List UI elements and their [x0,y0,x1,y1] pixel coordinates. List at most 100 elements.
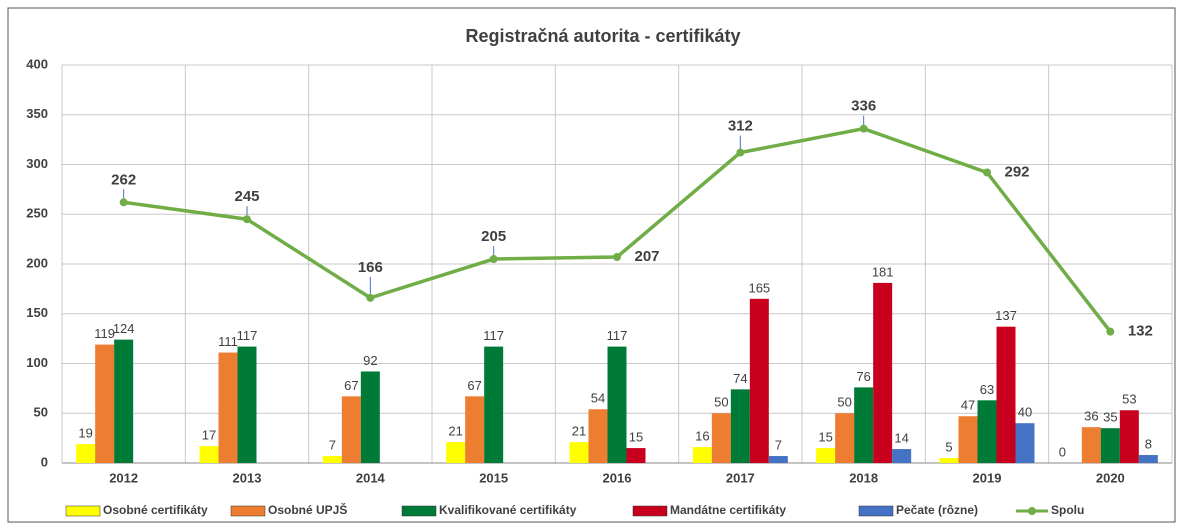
bar [854,387,874,463]
bar [873,282,893,463]
y-tick-label: 50 [34,405,48,420]
bar [1100,428,1120,463]
bar [996,326,1016,463]
x-tick-label: 2017 [726,470,755,485]
x-tick-label: 2016 [603,470,632,485]
bar [569,442,589,463]
data-label: 76 [856,369,870,384]
bar [114,339,134,463]
x-tick-label: 2020 [1096,470,1125,485]
y-tick-label: 0 [41,454,48,469]
legend-label: Spolu [1051,503,1084,517]
line-point [119,198,128,207]
y-tick-label: 200 [26,255,48,270]
y-tick-label: 150 [26,305,48,320]
bar [199,446,219,463]
data-label: 312 [728,118,753,135]
legend-swatch [230,505,266,517]
legend-swatch-dot [1028,507,1036,515]
y-tick-label: 350 [26,106,48,121]
data-label: 205 [481,228,506,245]
data-label: 262 [111,171,136,188]
line-point [1106,327,1115,336]
y-tick-label: 100 [26,355,48,370]
data-label: 207 [634,248,659,265]
data-label: 117 [607,328,628,343]
data-label: 292 [1004,163,1029,180]
x-tick-label: 2018 [849,470,878,485]
data-label: 119 [94,326,115,341]
bar [892,449,912,463]
line-point [366,293,375,302]
bar [465,396,485,463]
line-point [489,255,498,264]
legend-label: Osobné certifikáty [103,503,208,517]
bar [446,442,466,463]
bar [1138,455,1158,463]
bar [95,344,115,463]
legend-label: Kvalifikované certifikáty [439,503,577,517]
legend-swatch [632,505,668,517]
data-label: 67 [344,378,358,393]
bar [360,371,380,463]
bar [484,346,504,463]
data-label: 47 [961,398,975,413]
data-label: 132 [1128,323,1153,340]
data-label: 53 [1122,392,1136,407]
data-label: 111 [218,334,238,349]
bar [711,413,731,463]
bar [1081,427,1101,463]
data-label: 117 [237,328,258,343]
bar [692,447,712,463]
x-tick-label: 2019 [973,470,1002,485]
legend-swatch [858,505,894,517]
data-label: 15 [818,430,832,445]
data-label: 35 [1103,410,1117,425]
data-label: 336 [851,98,876,115]
x-tick-label: 2013 [233,470,262,485]
legend-swatch [65,505,101,517]
x-tick-label: 2014 [356,470,386,485]
x-tick-label: 2012 [109,470,138,485]
data-label: 19 [78,426,92,441]
legend-label: Osobné UPJŠ [268,502,347,517]
data-label: 21 [572,424,586,439]
bar [607,346,627,463]
bar [730,389,750,463]
bar [939,458,959,463]
data-label: 15 [629,430,643,445]
data-label: 92 [363,353,377,368]
bar [341,396,361,463]
legend-swatch [401,505,437,517]
chart-title: Registračná autorita - certifikáty [465,26,740,46]
y-tick-label: 250 [26,206,48,221]
legend-label: Mandátne certifikáty [670,503,786,517]
data-label: 8 [1145,436,1152,451]
data-label: 16 [695,429,709,444]
data-label: 17 [202,428,216,443]
data-label: 50 [837,395,851,410]
data-label: 36 [1084,409,1098,424]
bar [816,448,836,463]
bar [749,298,769,463]
data-label: 137 [995,308,1017,323]
bar [626,448,646,463]
x-tick-label: 2015 [479,470,508,485]
data-label: 117 [483,328,504,343]
bar [835,413,855,463]
data-label: 50 [714,395,728,410]
line-point [736,148,745,157]
bar [1015,423,1035,463]
data-label: 14 [894,431,908,446]
bar [958,416,978,463]
bar [76,444,96,463]
data-label: 7 [775,437,782,452]
bar [588,409,608,463]
bar [218,352,238,463]
data-label: 63 [980,382,994,397]
line-point [243,215,251,224]
data-label: 245 [234,188,259,205]
y-tick-label: 300 [26,156,48,171]
data-label: 7 [329,437,336,452]
